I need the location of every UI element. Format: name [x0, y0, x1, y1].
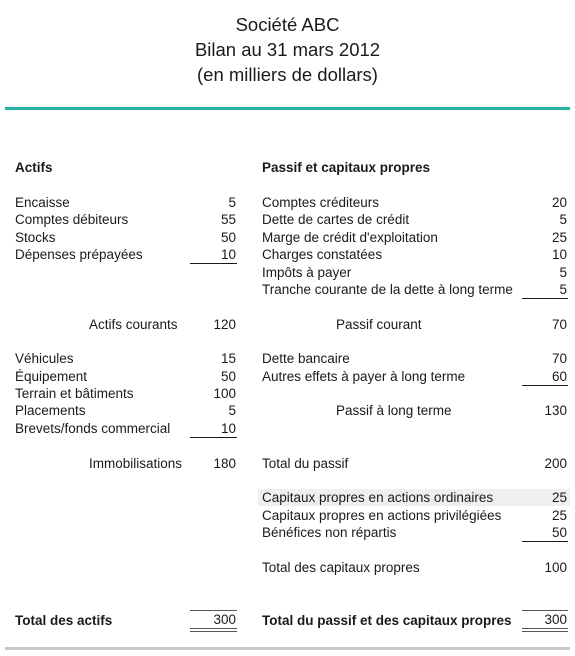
long-term-liabilities-value: 130	[544, 403, 567, 418]
header-divider	[5, 107, 570, 110]
asset-label: Équipement	[15, 369, 88, 384]
asset-value: 5	[228, 195, 236, 210]
asset-value: 10	[220, 247, 236, 262]
total-liabilities-label: Total du passif	[262, 456, 349, 471]
total-assets-label: Total des actifs	[15, 613, 113, 628]
total-liabilities-value: 200	[544, 456, 567, 471]
liability-value: 25	[551, 230, 567, 245]
asset-value: 100	[213, 386, 236, 401]
total-assets-value: 300	[213, 612, 236, 627]
liability-value: 5	[559, 282, 567, 297]
fixed-assets-label: Immobilisations	[89, 456, 183, 471]
liability-value: 5	[559, 212, 567, 227]
equity-value: 25	[551, 508, 567, 523]
asset-value: 15	[220, 351, 236, 366]
subtotal-underline	[522, 298, 568, 299]
asset-label: Dépenses prépayées	[15, 247, 143, 262]
liabilities-heading: Passif et capitaux propres	[262, 160, 431, 175]
liability-label: Marge de crédit d'exploitation	[262, 230, 438, 245]
fixed-assets-value: 180	[213, 456, 236, 471]
asset-value: 5	[228, 403, 236, 418]
total-equity-value: 100	[544, 560, 567, 575]
current-liabilities-value: 70	[551, 317, 567, 332]
liability-label: Charges constatées	[262, 247, 383, 262]
liability-label: Tranche courante de la dette à long term…	[262, 282, 513, 297]
asset-value: 55	[220, 212, 236, 227]
equity-label: Bénéfices non répartis	[262, 525, 397, 540]
asset-label: Comptes débiteurs	[15, 212, 129, 227]
liability-value: 20	[551, 195, 567, 210]
asset-label: Brevets/fonds commercial	[15, 421, 171, 436]
subtotal-underline	[190, 437, 237, 438]
company-name: Société ABC	[235, 14, 340, 35]
asset-value: 10	[220, 421, 236, 436]
liability-label: Impôts à payer	[262, 265, 352, 280]
subtotal-underline	[190, 263, 237, 264]
subtotal-underline	[522, 385, 568, 386]
asset-label: Véhicules	[15, 351, 74, 366]
asset-label: Encaisse	[15, 195, 70, 210]
total-assets-box	[190, 610, 237, 632]
liability-value: 10	[551, 247, 567, 262]
subtotal-underline	[522, 541, 568, 542]
liability-label: Autres effets à payer à long terme	[262, 369, 466, 384]
asset-value: 50	[220, 369, 236, 384]
footer-divider	[5, 647, 570, 650]
asset-value: 50	[220, 230, 236, 245]
total-liabilities-equity-box	[522, 610, 568, 632]
total-liabilities-equity-value: 300	[544, 612, 567, 627]
total-equity-label: Total des capitaux propres	[262, 560, 420, 575]
row-highlight	[258, 489, 570, 506]
assets-heading: Actifs	[15, 160, 53, 175]
liability-label: Dette de cartes de crédit	[262, 212, 410, 227]
liability-label: Comptes créditeurs	[262, 195, 380, 210]
current-assets-label: Actifs courants	[89, 317, 178, 332]
equity-label: Capitaux propres en actions privilégiées	[262, 508, 502, 523]
liability-value: 5	[559, 265, 567, 280]
equity-label: Capitaux propres en actions ordinaires	[262, 490, 494, 505]
current-assets-value: 120	[213, 317, 236, 332]
asset-label: Terrain et bâtiments	[15, 386, 134, 401]
equity-value: 25	[551, 490, 567, 505]
units-note: (en milliers de dollars)	[197, 64, 378, 85]
equity-value: 50	[551, 525, 567, 540]
liability-label: Dette bancaire	[262, 351, 350, 366]
asset-label: Stocks	[15, 230, 56, 245]
total-liabilities-equity-label: Total du passif et des capitaux propres	[262, 613, 512, 628]
long-term-liabilities-label: Passif à long terme	[336, 403, 452, 418]
liability-value: 60	[551, 369, 567, 384]
liability-value: 70	[551, 351, 567, 366]
current-liabilities-label: Passif courant	[336, 317, 422, 332]
statement-title: Bilan au 31 mars 2012	[194, 39, 381, 60]
asset-label: Placements	[15, 403, 86, 418]
